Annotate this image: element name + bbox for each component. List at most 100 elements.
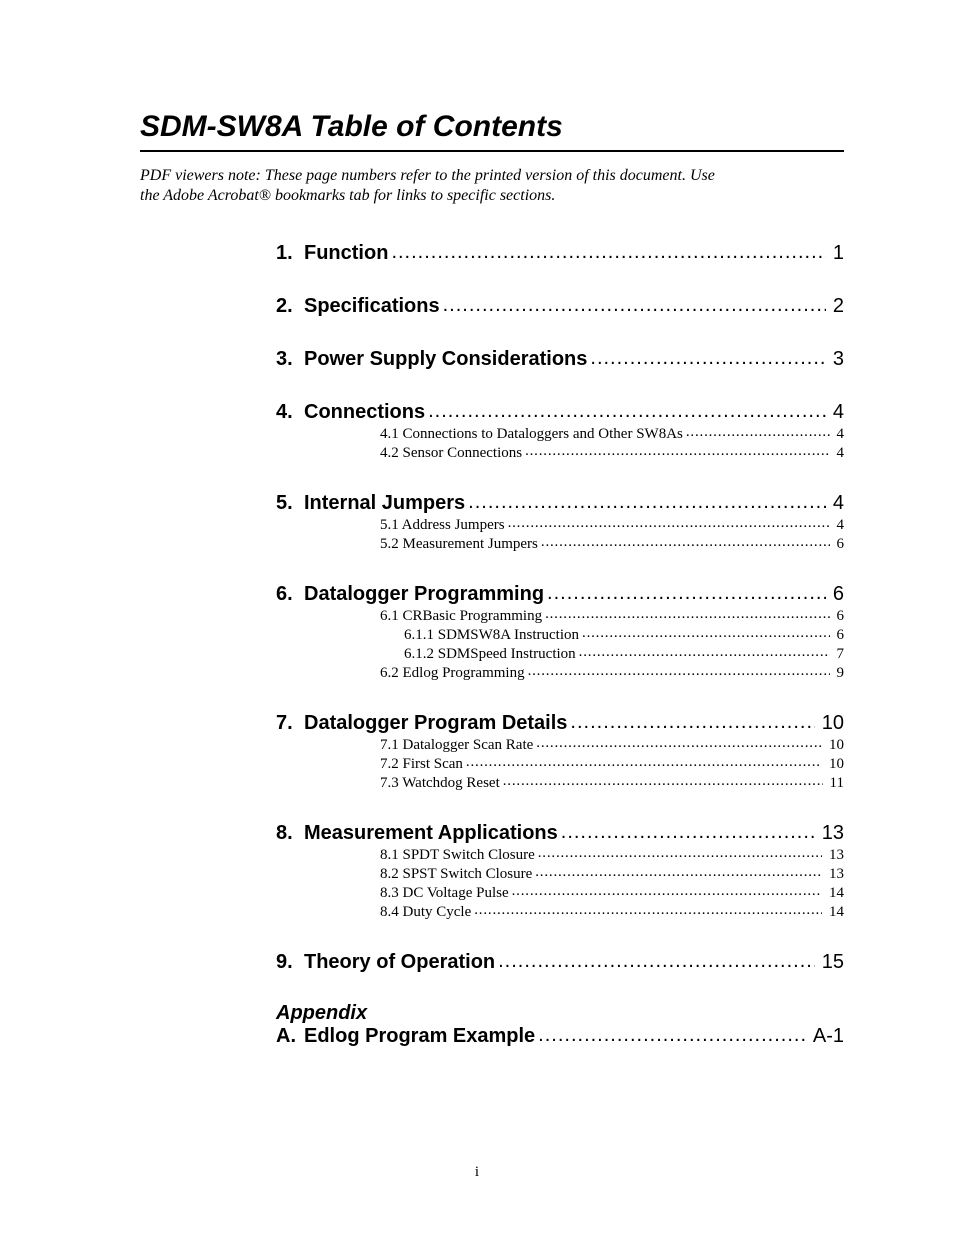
- entry-label: Function: [304, 242, 388, 264]
- toc-entry: 7.1 Datalogger Scan Rate................…: [380, 737, 844, 754]
- dot-leader: ........................................…: [590, 348, 825, 370]
- dot-leader: ........................................…: [498, 951, 815, 973]
- entry-label: 8.4 Duty Cycle: [380, 904, 471, 920]
- toc-entry: 6.Datalogger Programming................…: [276, 583, 844, 606]
- viewers-note: PDF viewers note: These page numbers ref…: [140, 166, 844, 206]
- dot-leader: ........................................…: [428, 401, 826, 423]
- dot-leader: ........................................…: [535, 866, 822, 881]
- toc-entry: 9.Theory of Operation...................…: [276, 951, 844, 974]
- toc-entry: 5.1 Address Jumpers.....................…: [380, 517, 844, 534]
- footer-page-number: i: [0, 1164, 954, 1181]
- toc-entry: 8.4 Duty Cycle..........................…: [380, 904, 844, 921]
- entry-page: 4: [833, 426, 845, 443]
- entry-page: 4: [833, 445, 845, 462]
- toc-entry: 3.Power Supply Considerations...........…: [276, 348, 844, 371]
- toc-entry: 5.2 Measurement Jumpers.................…: [380, 536, 844, 553]
- entry-page: 15: [818, 951, 844, 974]
- entry-page: 4: [829, 492, 844, 515]
- dot-leader: ........................................…: [525, 445, 829, 460]
- entry-number: 2.: [276, 295, 304, 318]
- entry-page: 6: [833, 608, 845, 625]
- entry-page: 6: [833, 627, 845, 644]
- dot-leader: ........................................…: [582, 627, 829, 642]
- dot-leader: ........................................…: [503, 775, 823, 790]
- entry-label: Datalogger Program Details: [304, 712, 567, 734]
- entry-label: 6.2 Edlog Programming: [380, 665, 525, 681]
- note-line-2: the Adobe Acrobat® bookmarks tab for lin…: [140, 187, 555, 204]
- entry-label: Theory of Operation: [304, 951, 495, 973]
- entry-label: 6.1.2 SDMSpeed Instruction: [404, 646, 576, 662]
- dot-leader: ........................................…: [547, 583, 826, 605]
- toc-entry: 5.Internal Jumpers......................…: [276, 492, 844, 515]
- entry-label: Measurement Applications: [304, 822, 558, 844]
- entry-page: 6: [833, 536, 845, 553]
- entry-page: 13: [825, 866, 844, 883]
- dot-leader: ........................................…: [468, 492, 826, 514]
- dot-leader: ........................................…: [545, 608, 829, 623]
- entry-page: 10: [825, 756, 844, 773]
- entry-page: 13: [825, 847, 844, 864]
- toc-entry: 4.2 Sensor Connections..................…: [380, 445, 844, 462]
- dot-leader: ........................................…: [508, 517, 830, 532]
- entry-label: 5.2 Measurement Jumpers: [380, 536, 538, 552]
- entry-label: 5.1 Address Jumpers: [380, 517, 505, 533]
- toc-entry: 7.2 First Scan..........................…: [380, 756, 844, 773]
- entry-number: 3.: [276, 348, 304, 371]
- entry-page: 6: [829, 583, 844, 606]
- entry-label: 7.3 Watchdog Reset: [380, 775, 500, 791]
- entry-number: 9.: [276, 951, 304, 974]
- entry-page: 9: [833, 665, 845, 682]
- entry-label: 8.3 DC Voltage Pulse: [380, 885, 509, 901]
- entry-label: Specifications: [304, 295, 440, 317]
- entry-page: 14: [825, 904, 844, 921]
- toc-entry: 6.1.1 SDMSW8A Instruction...............…: [404, 627, 844, 644]
- dot-leader: ........................................…: [474, 904, 822, 919]
- toc-appendix: A.Edlog Program Example.................…: [276, 1025, 844, 1048]
- appendix-block: Appendix A.Edlog Program Example........…: [276, 1002, 844, 1048]
- entry-page: 3: [829, 348, 844, 371]
- dot-leader: ........................................…: [570, 712, 814, 734]
- dot-leader: ........................................…: [512, 885, 822, 900]
- entry-page: 14: [825, 885, 844, 902]
- toc-entry: 7.3 Watchdog Reset......................…: [380, 775, 844, 792]
- dot-leader: ........................................…: [466, 756, 822, 771]
- entry-page: 2: [829, 295, 844, 318]
- toc-entry: 6.1 CRBasic Programming.................…: [380, 608, 844, 625]
- dot-leader: ........................................…: [541, 536, 830, 551]
- toc-entry: 1.Function..............................…: [276, 242, 844, 265]
- entry-number: 8.: [276, 822, 304, 845]
- toc-entry: 8.3 DC Voltage Pulse....................…: [380, 885, 844, 902]
- dot-leader: ........................................…: [538, 847, 822, 862]
- entry-page: 11: [826, 775, 844, 792]
- entry-label: Connections: [304, 401, 425, 423]
- entry-label: 8.1 SPDT Switch Closure: [380, 847, 535, 863]
- entry-label: 7.2 First Scan: [380, 756, 463, 772]
- toc-entry: 8.2 SPST Switch Closure.................…: [380, 866, 844, 883]
- note-line-1: PDF viewers note: These page numbers ref…: [140, 167, 715, 184]
- entry-page: 10: [818, 712, 844, 735]
- title-rule: [140, 150, 844, 152]
- entry-page: 13: [818, 822, 844, 845]
- entry-label: Internal Jumpers: [304, 492, 465, 514]
- entry-label: Datalogger Programming: [304, 583, 544, 605]
- dot-leader: ........................................…: [536, 737, 822, 752]
- entry-label: 6.1 CRBasic Programming: [380, 608, 542, 624]
- toc-entry: 6.2 Edlog Programming...................…: [380, 665, 844, 682]
- entry-number: 4.: [276, 401, 304, 424]
- toc-entry: 7.Datalogger Program Details............…: [276, 712, 844, 735]
- dot-leader: ........................................…: [579, 646, 830, 661]
- entry-label: Power Supply Considerations: [304, 348, 587, 370]
- entry-number: 1.: [276, 242, 304, 265]
- appendix-heading: Appendix: [276, 1002, 844, 1025]
- toc-entry: 4.Connections...........................…: [276, 401, 844, 424]
- entry-page: 4: [833, 517, 845, 534]
- toc-entry: 4.1 Connections to Dataloggers and Other…: [380, 426, 844, 443]
- toc-entry: 8.Measurement Applications..............…: [276, 822, 844, 845]
- toc-entry: A.Edlog Program Example.................…: [276, 1025, 844, 1048]
- page: SDM-SW8A Table of Contents PDF viewers n…: [0, 0, 954, 1235]
- entry-page: 7: [833, 646, 845, 663]
- page-title: SDM-SW8A Table of Contents: [140, 110, 844, 144]
- toc-main: 1.Function..............................…: [276, 242, 844, 974]
- dot-leader: ........................................…: [443, 295, 826, 317]
- entry-number: 6.: [276, 583, 304, 606]
